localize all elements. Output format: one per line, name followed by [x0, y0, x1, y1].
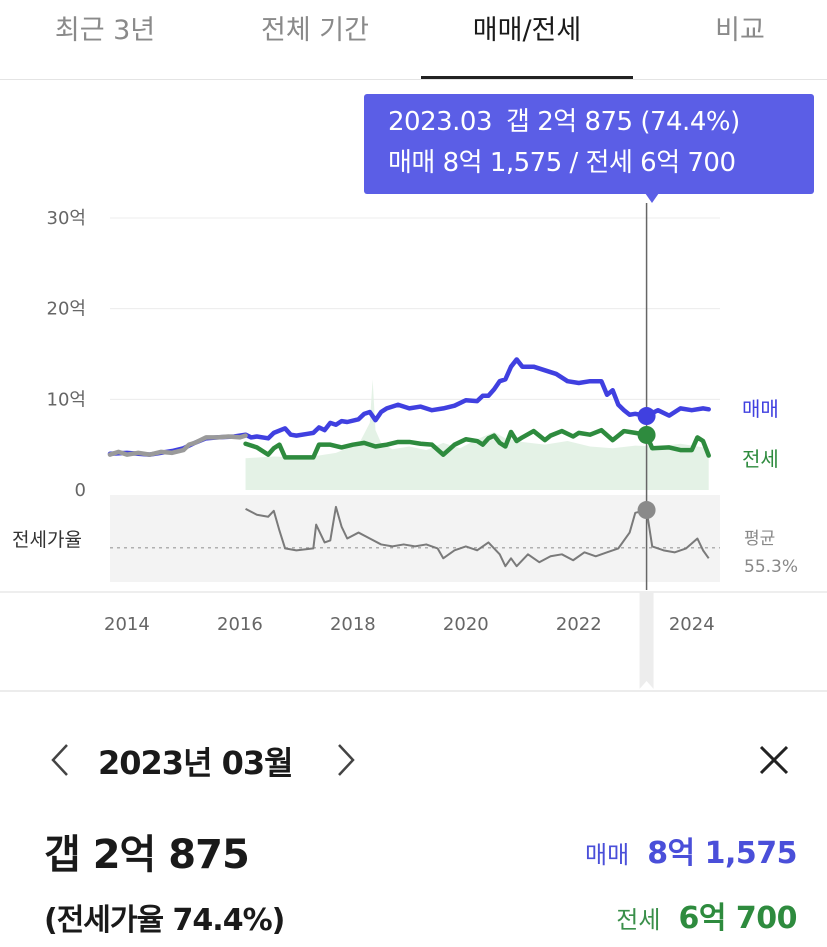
jeonse-ratio: (전세가율 74.4%)	[44, 903, 285, 938]
close-icon	[759, 745, 789, 775]
chevron-left-icon	[51, 744, 68, 776]
active-tab-indicator	[421, 76, 633, 79]
tooltip-arrow	[645, 193, 659, 203]
tab-recent-3-years[interactable]: 최근 3년	[54, 15, 156, 46]
cursor-notch	[638, 681, 655, 690]
series-line-before_data	[107, 433, 248, 457]
price-chart[interactable]: 30억 20억 10억 0 전세가율 2014 2016 2018 2020 2022 2024…	[0, 81, 827, 690]
legend-jeonse: 전세	[742, 447, 779, 471]
period-navigator: 2023년 03월	[0, 730, 827, 790]
tooltip-prices: 매매 8억 1,575 / 전세 6억 700	[388, 148, 736, 178]
sale-price-stat: 매매 8억 1,575	[585, 828, 797, 872]
x-tick-label: 2016	[217, 614, 263, 635]
average-label: 평균	[744, 529, 775, 549]
ratio-band	[110, 495, 720, 582]
selected-sale-dot	[637, 407, 656, 426]
y-tick-label: 30억	[47, 208, 86, 229]
average-value: 55.3%	[744, 557, 798, 577]
chart-tabs: 최근 3년 전체 기간 매매/전세 비교	[0, 0, 827, 80]
chart-tooltip: 2023.03 갭 2억 875 (74.4%) 매매 8억 1,575 / 전세…	[364, 94, 814, 194]
cursor-track	[639, 592, 654, 690]
panel-divider	[0, 690, 827, 692]
x-tick-label: 2018	[330, 614, 376, 635]
x-tick-label: 2020	[443, 614, 489, 635]
prev-month-button[interactable]	[40, 734, 80, 786]
tab-compare[interactable]: 비교	[715, 15, 765, 46]
jeonse-price-label: 전세	[616, 906, 661, 934]
series-line-jeonse	[243, 427, 711, 460]
jeonse-price-stat: 전세 6억 700	[616, 893, 797, 937]
x-tick-label: 2014	[104, 614, 150, 635]
gap-amount: 갭 2억 875	[44, 832, 250, 878]
selected-ratio-dot	[637, 501, 656, 520]
tab-all-period[interactable]: 전체 기간	[261, 15, 369, 46]
ratio-line	[245, 505, 710, 568]
tab-sale-jeonse[interactable]: 매매/전세	[472, 15, 582, 46]
next-month-button[interactable]	[326, 734, 366, 786]
y-tick-label: 20억	[47, 299, 86, 320]
jeonse-price-value: 6억 700	[678, 901, 797, 936]
selected-period: 2023년 03월	[98, 744, 294, 782]
tooltip-gap: 갭 2억 875 (74.4%)	[506, 107, 740, 137]
x-tick-label: 2022	[556, 614, 602, 635]
tooltip-date: 2023.03	[388, 107, 493, 137]
chevron-right-icon	[338, 744, 355, 776]
y-tick-label: 10억	[47, 389, 86, 410]
y-tick-label: 0	[75, 480, 86, 501]
sale-price-label: 매매	[585, 841, 630, 869]
sale-price-value: 8억 1,575	[647, 836, 797, 871]
series-line-sale	[107, 357, 711, 457]
x-tick-label: 2024	[669, 614, 715, 635]
selected-jeonse-dot	[637, 425, 656, 444]
ratio-label: 전세가율	[12, 529, 82, 551]
volume-area	[245, 379, 709, 490]
legend-sale: 매매	[742, 397, 779, 421]
close-button[interactable]	[750, 734, 798, 786]
